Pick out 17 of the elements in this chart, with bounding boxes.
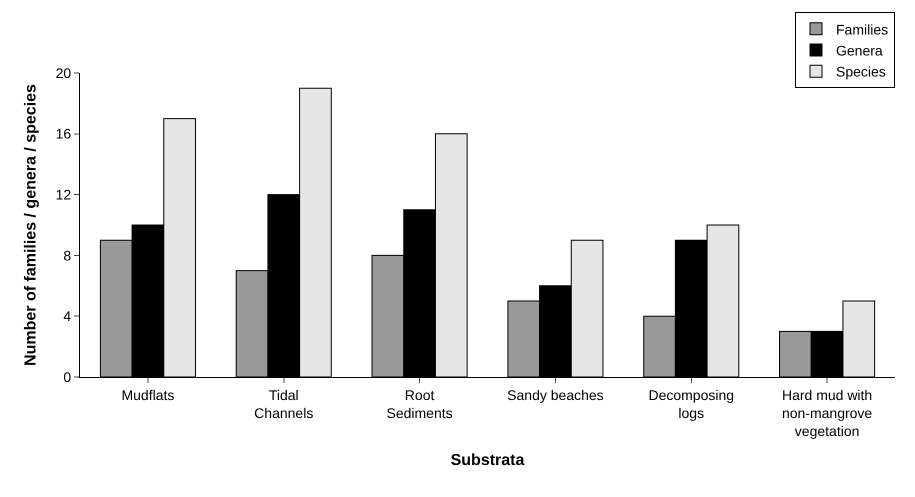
legend-label: Families xyxy=(836,21,888,38)
x-tick-label: Tidal Channels xyxy=(254,386,314,421)
y-tick-label: 20 xyxy=(56,64,72,81)
x-tick-label: Sandy beaches xyxy=(507,386,604,403)
y-axis-title: Number of families / genera / species xyxy=(22,84,40,366)
legend-label: Genera xyxy=(836,42,883,58)
y-tick-label: 16 xyxy=(56,126,72,142)
x-tick-label: Decomposing logs xyxy=(648,386,734,421)
y-tick-label: 0 xyxy=(63,368,72,385)
legend-label: Species xyxy=(836,64,886,80)
x-axis-title: Substrata xyxy=(450,452,524,469)
x-tick-label: Root Sediments xyxy=(386,386,453,421)
x-tick-label: Mudflats xyxy=(121,386,174,403)
x-tick-label: Hard mud with non-mangrove vegetation xyxy=(782,386,872,440)
y-tick-label: 8 xyxy=(63,247,72,264)
y-tick-label: 12 xyxy=(56,186,72,202)
y-tick-label: 4 xyxy=(63,308,72,324)
